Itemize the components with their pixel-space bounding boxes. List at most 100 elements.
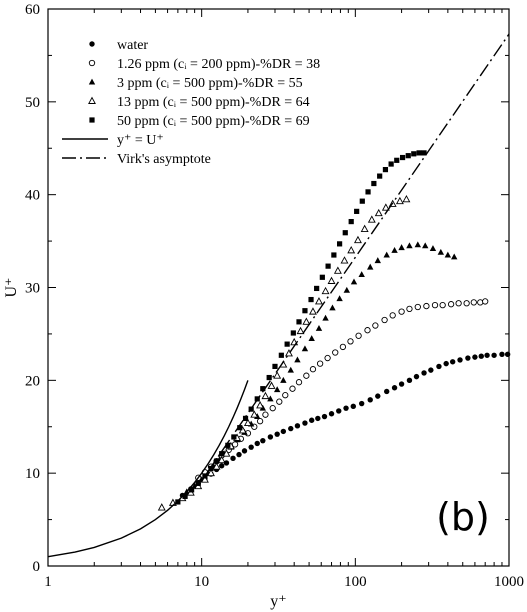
data-point [382,167,389,173]
legend: water 1.26 ppm (cᵢ = 200 ppm)-%DR = 38 3 p… [62,38,320,167]
data-point [189,487,195,493]
y-tick-label: 0 [33,559,41,575]
data-point [212,462,221,470]
y-tick-label: 20 [25,373,40,389]
data-point [504,351,511,358]
data-point [355,332,362,339]
data-point [336,295,343,302]
data-point [272,363,278,370]
data-point [230,455,236,462]
data-point [339,343,347,351]
series-6 [207,33,510,472]
series-line [207,33,510,472]
panel-label: (b) [436,495,490,539]
data-point [429,245,437,252]
data-point [267,395,274,402]
series-4 [175,150,427,505]
data-point [222,449,231,457]
data-point [348,218,354,225]
data-point [444,251,452,258]
data-point [319,274,325,280]
data-point [309,307,317,315]
legend-label: 50 ppm (cᵢ = 500 ppm)-%DR = 69 [117,114,310,129]
data-point [482,298,489,305]
data-point [267,434,274,440]
y-tick-label: 60 [25,2,40,18]
data-point [443,360,449,367]
data-point [217,455,226,464]
data-point [308,417,315,423]
data-point [294,423,301,429]
data-point [266,374,272,381]
data-point [236,451,242,458]
data-point [350,403,357,410]
data-series [47,33,511,558]
data-point [347,246,356,254]
data-point [374,257,381,264]
data-point [388,161,394,167]
data-point [288,425,294,432]
data-point [200,475,209,483]
data-point [168,498,177,506]
data-point [202,473,208,479]
data-point [342,230,348,236]
data-point [367,263,374,270]
data-point [287,366,294,373]
data-point [336,408,342,414]
data-point [308,296,314,303]
data-point [280,428,287,435]
data-point [276,398,283,405]
data-point [447,301,455,308]
data-point [358,400,365,407]
data-point [294,356,301,363]
data-point [315,324,323,331]
data-point [332,349,339,356]
data-point [398,308,405,315]
data-point [321,286,330,295]
data-point [413,373,420,380]
data-point [365,189,371,195]
data-point [290,330,296,336]
data-point [278,352,284,358]
plot-frame [47,8,510,567]
data-point [274,431,280,437]
data-point [157,503,166,511]
data-point [315,415,321,422]
data-point [333,266,342,274]
y-axis-label: U⁺ [3,278,20,298]
data-point [302,317,311,325]
data-point [327,276,336,284]
data-point [465,355,471,361]
data-point [207,468,215,477]
data-point [282,392,289,399]
data-point [484,352,490,358]
data-point [260,386,266,392]
data-point [289,385,296,392]
data-point [381,203,390,211]
data-point [472,354,478,360]
legend-marker [88,59,96,67]
data-point [423,302,430,310]
data-point [398,381,405,387]
data-point [353,235,362,244]
data-point [325,263,331,269]
y-tick-label: 10 [25,466,40,482]
data-point [374,208,383,217]
data-point [402,194,411,203]
data-point [225,442,231,448]
data-point [383,251,390,258]
data-point [414,303,421,311]
data-point [367,397,373,403]
legend-label: water [117,38,148,53]
data-point [389,312,396,319]
x-tick-label: 100 [344,574,367,590]
data-point [331,252,337,258]
data-point [406,305,413,313]
data-point [477,299,484,306]
data-point [237,425,243,431]
data-point [414,241,422,248]
data-point [329,304,336,311]
data-point [377,173,383,179]
data-point [223,460,230,466]
